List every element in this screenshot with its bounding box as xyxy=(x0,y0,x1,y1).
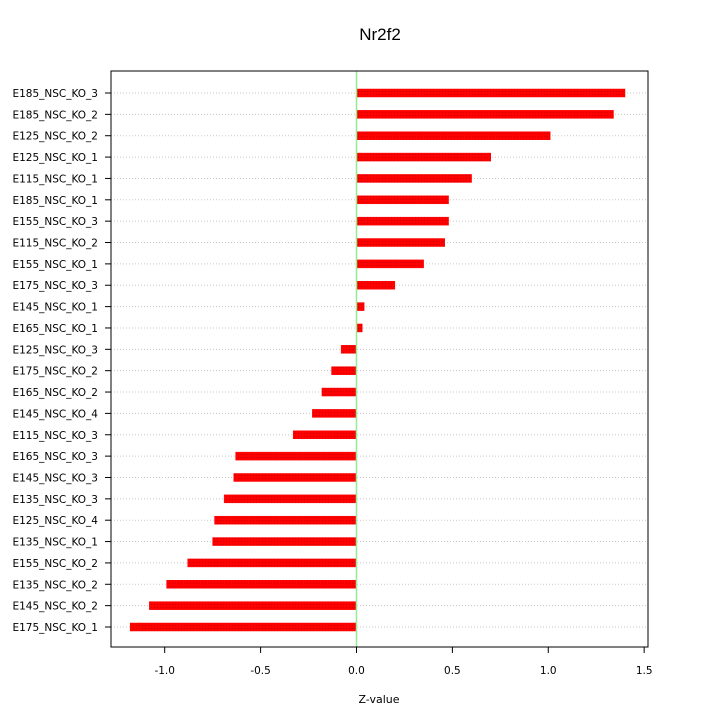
bar-e165-nsc-ko-1 xyxy=(356,323,363,333)
category-label: E125_NSC_KO_1 xyxy=(12,152,98,164)
bar-e185-nsc-ko-3 xyxy=(356,88,626,98)
bar-e145-nsc-ko-1 xyxy=(356,302,365,311)
x-tick-label: 0.0 xyxy=(348,665,365,677)
category-label: E185_NSC_KO_3 xyxy=(12,88,98,100)
category-label: E155_NSC_KO_1 xyxy=(12,259,98,271)
category-label: E135_NSC_KO_3 xyxy=(12,494,98,506)
bar-e115-nsc-ko-2 xyxy=(356,238,445,247)
category-label: E145_NSC_KO_4 xyxy=(12,408,98,420)
category-label: E115_NSC_KO_3 xyxy=(12,430,98,442)
x-tick-label: 0.5 xyxy=(444,665,461,677)
bar-e135-nsc-ko-1 xyxy=(212,537,357,546)
bar-e125-nsc-ko-2 xyxy=(356,131,551,140)
x-tick-label: 1.5 xyxy=(636,665,653,677)
bar-e125-nsc-ko-4 xyxy=(214,515,357,525)
bar-e145-nsc-ko-2 xyxy=(149,601,357,610)
bar-e155-nsc-ko-1 xyxy=(356,259,424,269)
category-label: E175_NSC_KO_1 xyxy=(12,622,98,634)
bar-e175-nsc-ko-1 xyxy=(129,622,357,632)
x-tick-label: -0.5 xyxy=(250,665,271,677)
category-label: E185_NSC_KO_2 xyxy=(12,109,98,121)
category-label: E175_NSC_KO_3 xyxy=(12,280,98,292)
category-label: E165_NSC_KO_3 xyxy=(12,451,98,463)
bar-e135-nsc-ko-2 xyxy=(166,580,357,589)
category-label: E115_NSC_KO_2 xyxy=(12,238,98,250)
category-label: E165_NSC_KO_2 xyxy=(12,387,98,399)
bar-e165-nsc-ko-3 xyxy=(235,451,357,461)
x-axis-label: Z-value xyxy=(358,693,399,706)
plot-frame xyxy=(110,70,649,648)
bar-e125-nsc-ko-3 xyxy=(340,345,357,354)
bar-e185-nsc-ko-2 xyxy=(356,110,614,119)
category-label: E135_NSC_KO_2 xyxy=(12,579,98,591)
bar-e115-nsc-ko-3 xyxy=(292,430,357,440)
category-label: E135_NSC_KO_1 xyxy=(12,537,98,549)
bar-e175-nsc-ko-3 xyxy=(356,280,396,290)
category-label: E125_NSC_KO_4 xyxy=(12,515,98,527)
category-label: E125_NSC_KO_3 xyxy=(12,344,98,356)
x-tick-label: 1.0 xyxy=(540,665,557,677)
bar-e155-nsc-ko-3 xyxy=(356,216,449,226)
x-tick-label: -1.0 xyxy=(154,665,175,677)
bar-e165-nsc-ko-2 xyxy=(321,387,357,397)
category-label: E175_NSC_KO_2 xyxy=(12,366,98,378)
chart-title: Nr2f2 xyxy=(359,25,401,44)
category-label: E155_NSC_KO_3 xyxy=(12,216,98,228)
bar-e125-nsc-ko-1 xyxy=(356,152,491,162)
bars xyxy=(129,88,626,632)
category-label: E155_NSC_KO_2 xyxy=(12,558,98,570)
bar-e145-nsc-ko-3 xyxy=(233,473,357,482)
x-axis: -1.0 -0.5 0.0 0.5 1.0 1.5 xyxy=(154,647,653,677)
category-label: E145_NSC_KO_3 xyxy=(12,472,98,484)
category-label: E145_NSC_KO_1 xyxy=(12,302,98,314)
bar-e135-nsc-ko-3 xyxy=(223,494,357,504)
grid-lines xyxy=(111,92,648,628)
category-label: E115_NSC_KO_1 xyxy=(12,173,98,185)
category-label: E145_NSC_KO_2 xyxy=(12,601,98,613)
bar-e175-nsc-ko-2 xyxy=(331,366,357,375)
bar-e115-nsc-ko-1 xyxy=(356,174,472,183)
bar-e145-nsc-ko-4 xyxy=(312,409,357,418)
category-label: E165_NSC_KO_1 xyxy=(12,323,98,335)
category-labels: E185_NSC_KO_3 E185_NSC_KO_2 E125_NSC_KO_2 E… xyxy=(12,88,111,634)
bar-e155-nsc-ko-2 xyxy=(187,558,357,568)
category-label: E185_NSC_KO_1 xyxy=(12,195,98,207)
bar-e185-nsc-ko-1 xyxy=(356,195,449,205)
category-label: E125_NSC_KO_2 xyxy=(12,131,98,143)
